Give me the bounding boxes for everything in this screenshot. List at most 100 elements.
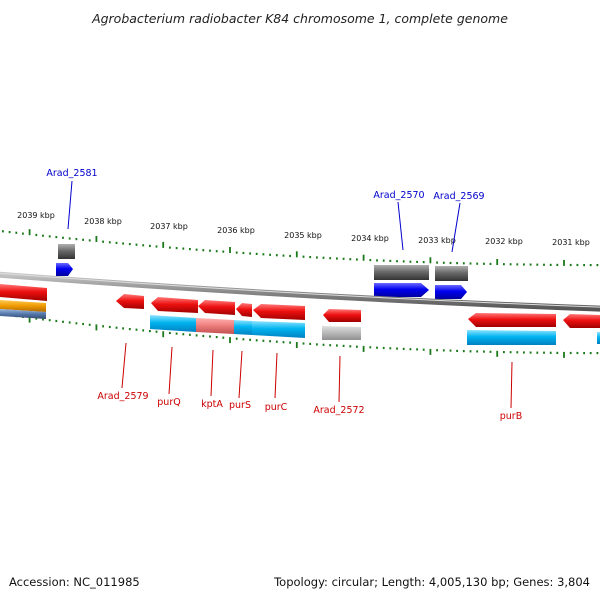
reverse-gene-labels: Arad_2579 purQ kptA purS purC Arad_2572 … bbox=[97, 391, 522, 422]
minor-tick bbox=[422, 348, 425, 351]
minor-tick bbox=[62, 236, 64, 239]
minor-tick bbox=[48, 319, 51, 322]
minor-tick bbox=[409, 260, 412, 263]
gene-arad-2572[interactable] bbox=[323, 309, 361, 322]
minor-tick bbox=[235, 251, 238, 254]
gene-purb[interactable] bbox=[468, 313, 556, 327]
minor-tick bbox=[302, 342, 305, 345]
minor-tick bbox=[75, 322, 78, 325]
minor-tick bbox=[402, 347, 405, 350]
major-tick bbox=[429, 348, 432, 355]
gene-purs[interactable] bbox=[236, 303, 252, 317]
minor-tick bbox=[269, 253, 271, 256]
minor-tick bbox=[402, 260, 405, 263]
minor-tick bbox=[549, 351, 552, 354]
minor-tick bbox=[569, 351, 572, 355]
gene-label-arad-2570[interactable]: Arad_2570 bbox=[373, 190, 424, 201]
minor-tick bbox=[529, 351, 532, 354]
minor-tick bbox=[282, 341, 285, 344]
gene-label-purs[interactable]: purS bbox=[229, 400, 251, 411]
tick-label-2034: 2034 kbp bbox=[351, 234, 389, 243]
feature-block[interactable] bbox=[435, 266, 468, 281]
feature-block[interactable] bbox=[322, 326, 361, 340]
gene-label-arad-2581[interactable]: Arad_2581 bbox=[46, 168, 97, 179]
major-tick bbox=[162, 241, 165, 248]
minor-tick bbox=[102, 325, 104, 328]
gene-arad-2569[interactable] bbox=[435, 285, 467, 299]
feature-block[interactable] bbox=[467, 330, 556, 345]
tick-label-2036: 2036 kbp bbox=[217, 226, 255, 235]
minor-tick bbox=[102, 240, 104, 243]
minor-tick bbox=[369, 346, 372, 349]
minor-tick bbox=[202, 249, 205, 252]
major-tick bbox=[28, 316, 31, 323]
minor-tick bbox=[369, 259, 372, 262]
minor-tick bbox=[523, 263, 525, 266]
gene-label-purq[interactable]: purQ bbox=[157, 397, 180, 408]
minor-tick bbox=[309, 342, 312, 345]
feature-block[interactable] bbox=[58, 244, 75, 259]
chromosome-backbone bbox=[0, 271, 600, 312]
minor-tick bbox=[242, 338, 245, 341]
minor-tick bbox=[462, 262, 465, 265]
accession-text: Accession: NC_011985 bbox=[9, 575, 140, 589]
minor-tick bbox=[489, 262, 492, 265]
major-tick bbox=[496, 350, 499, 357]
forward-gene-labels: Arad_2581 Arad_2570 Arad_2569 bbox=[46, 168, 484, 202]
minor-tick bbox=[556, 351, 559, 354]
gene-label-arad-2572[interactable]: Arad_2572 bbox=[313, 405, 364, 416]
gene-label-kpta[interactable]: kptA bbox=[201, 399, 223, 410]
feature-block[interactable] bbox=[252, 321, 305, 338]
gene-arad-2581[interactable] bbox=[56, 263, 73, 276]
major-tick bbox=[295, 342, 298, 348]
major-tick bbox=[496, 259, 499, 265]
minor-tick bbox=[249, 338, 251, 341]
minor-tick bbox=[336, 344, 338, 347]
feature-block[interactable] bbox=[150, 315, 196, 332]
feature-block[interactable] bbox=[374, 265, 429, 280]
minor-tick bbox=[469, 262, 472, 265]
minor-tick bbox=[182, 333, 185, 336]
minor-tick bbox=[149, 244, 151, 247]
minor-tick bbox=[142, 244, 145, 247]
gene-arad-2570[interactable] bbox=[374, 283, 429, 297]
gene-kpta[interactable] bbox=[198, 300, 235, 315]
forward-leader-lines bbox=[67, 180, 461, 253]
minor-tick bbox=[82, 322, 84, 326]
minor-tick bbox=[396, 347, 398, 350]
minor-tick bbox=[416, 348, 418, 351]
minor-tick bbox=[128, 243, 131, 246]
feature-block[interactable] bbox=[597, 332, 600, 344]
minor-tick bbox=[115, 241, 118, 244]
minor-tick bbox=[55, 319, 58, 323]
minor-tick bbox=[175, 332, 178, 335]
minor-tick bbox=[543, 263, 545, 266]
minor-tick bbox=[209, 249, 211, 252]
gene-right-edge[interactable] bbox=[563, 314, 600, 328]
gene-purq[interactable] bbox=[151, 297, 198, 313]
forward-feature-track bbox=[58, 244, 468, 281]
minor-tick bbox=[249, 252, 251, 255]
minor-tick bbox=[389, 347, 392, 350]
minor-tick bbox=[275, 254, 278, 257]
gene-label-arad-2569[interactable]: Arad_2569 bbox=[433, 191, 484, 202]
gene-left-edge[interactable] bbox=[0, 284, 47, 301]
feature-block[interactable] bbox=[196, 318, 234, 334]
gene-label-purb[interactable]: purB bbox=[500, 411, 522, 422]
minor-tick bbox=[456, 262, 458, 265]
gene-arad-2579[interactable] bbox=[116, 294, 144, 309]
gene-label-purc[interactable]: purC bbox=[265, 402, 288, 413]
minor-tick bbox=[342, 344, 345, 347]
gene-label-arad-2579[interactable]: Arad_2579 bbox=[97, 391, 148, 402]
minor-tick bbox=[169, 246, 171, 249]
feature-block-orange[interactable] bbox=[0, 300, 46, 312]
feature-block[interactable] bbox=[234, 320, 252, 335]
feature-block-steel[interactable] bbox=[0, 309, 46, 319]
minor-tick bbox=[436, 261, 438, 264]
minor-tick bbox=[82, 238, 84, 241]
minor-tick bbox=[122, 327, 124, 330]
gene-purc[interactable] bbox=[253, 304, 305, 320]
minor-tick bbox=[503, 351, 505, 354]
minor-tick bbox=[356, 345, 358, 348]
